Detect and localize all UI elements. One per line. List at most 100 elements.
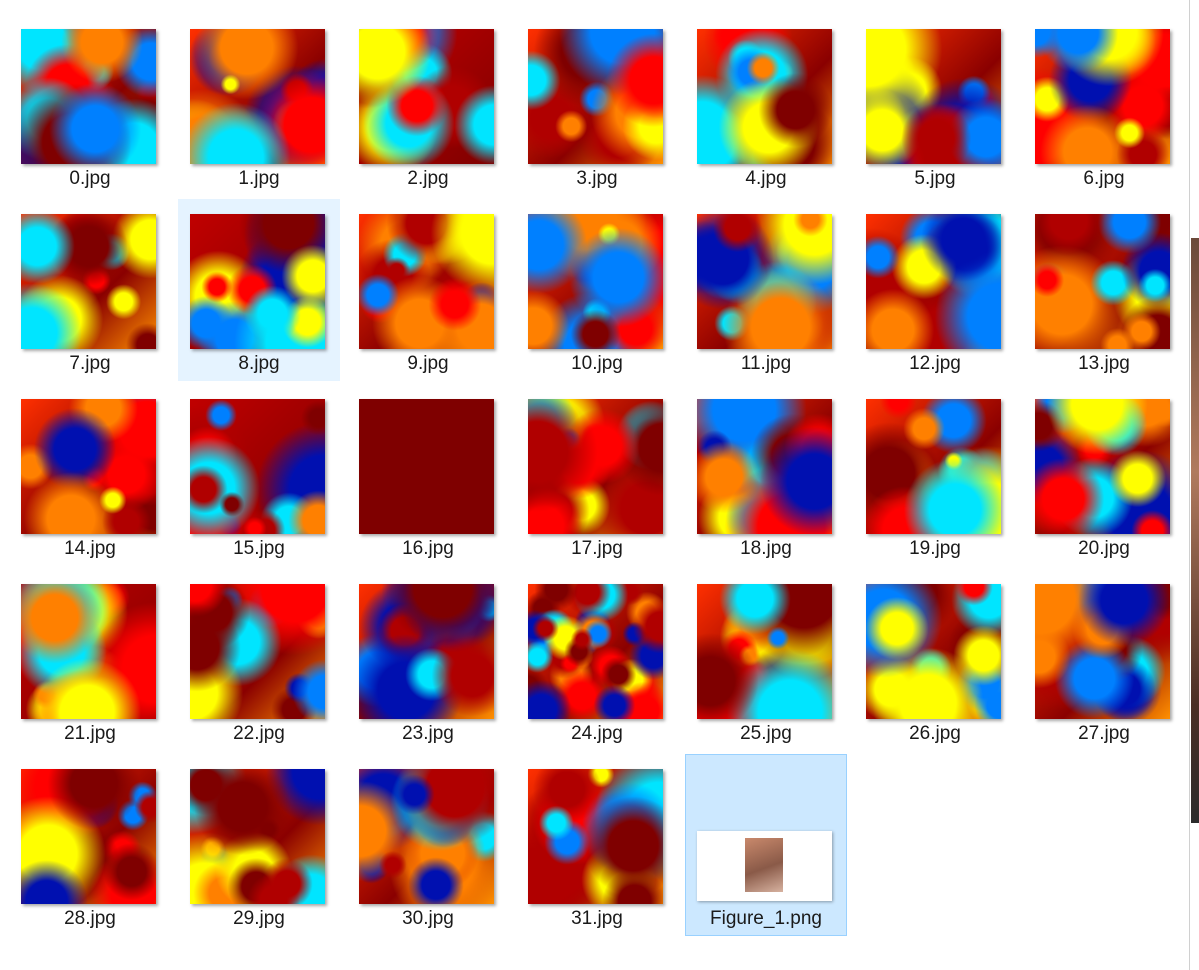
thumbnail (1035, 29, 1170, 164)
file-name: 11.jpg (740, 353, 792, 374)
file-name: 2.jpg (407, 168, 449, 189)
file-name: 13.jpg (1078, 353, 1130, 374)
file-name: 30.jpg (402, 908, 454, 929)
thumbnail (190, 214, 325, 349)
background-window (1191, 238, 1199, 823)
thumbnail (866, 214, 1001, 349)
file-item[interactable]: 15.jpg (178, 384, 340, 566)
file-item[interactable]: 14.jpg (9, 384, 171, 566)
file-item[interactable]: 22.jpg (178, 569, 340, 751)
thumbnail (359, 29, 494, 164)
file-item[interactable]: 26.jpg (854, 569, 1016, 751)
file-item[interactable]: 9.jpg (347, 199, 509, 381)
thumbnail (359, 214, 494, 349)
file-name: 24.jpg (571, 723, 623, 744)
file-name: 17.jpg (571, 538, 623, 559)
file-name: 5.jpg (914, 168, 956, 189)
file-name: 8.jpg (238, 353, 280, 374)
file-name: 22.jpg (233, 723, 285, 744)
file-item[interactable]: 2.jpg (347, 14, 509, 196)
file-item[interactable]: 1.jpg (178, 14, 340, 196)
file-item[interactable]: 8.jpg (178, 199, 340, 381)
file-name: Figure_1.png (710, 908, 822, 929)
file-item[interactable]: Figure_1.png (685, 754, 847, 936)
file-item[interactable]: 28.jpg (9, 754, 171, 936)
file-name: 0.jpg (69, 168, 111, 189)
file-name: 6.jpg (1083, 168, 1125, 189)
thumbnail (359, 769, 494, 904)
file-name: 20.jpg (1078, 538, 1130, 559)
file-item[interactable]: 17.jpg (516, 384, 678, 566)
file-name: 16.jpg (402, 538, 454, 559)
file-item[interactable]: 16.jpg (347, 384, 509, 566)
file-item[interactable]: 20.jpg (1023, 384, 1185, 566)
file-item[interactable]: 12.jpg (854, 199, 1016, 381)
thumbnail (1035, 399, 1170, 534)
file-name: 1.jpg (238, 168, 280, 189)
file-item[interactable]: 19.jpg (854, 384, 1016, 566)
thumbnail (359, 399, 494, 534)
thumbnail (190, 399, 325, 534)
file-item[interactable]: 25.jpg (685, 569, 847, 751)
thumbnail (528, 584, 663, 719)
thumbnail (21, 29, 156, 164)
file-name: 31.jpg (571, 908, 623, 929)
file-name: 12.jpg (909, 353, 961, 374)
file-item[interactable]: 6.jpg (1023, 14, 1185, 196)
thumbnail (359, 584, 494, 719)
thumbnail-image (745, 838, 783, 892)
file-name: 7.jpg (69, 353, 111, 374)
file-name: 10.jpg (571, 353, 623, 374)
thumbnail (190, 29, 325, 164)
file-item[interactable]: 4.jpg (685, 14, 847, 196)
file-item[interactable]: 18.jpg (685, 384, 847, 566)
thumbnail (21, 214, 156, 349)
thumbnail (21, 584, 156, 719)
file-item[interactable]: 21.jpg (9, 569, 171, 751)
file-name: 14.jpg (64, 538, 116, 559)
thumbnail (697, 831, 832, 901)
file-item[interactable]: 5.jpg (854, 14, 1016, 196)
thumbnail (697, 29, 832, 164)
file-item[interactable]: 30.jpg (347, 754, 509, 936)
file-name: 15.jpg (233, 538, 285, 559)
file-name: 25.jpg (740, 723, 792, 744)
file-name: 27.jpg (1078, 723, 1130, 744)
file-name: 29.jpg (233, 908, 285, 929)
thumbnail (697, 399, 832, 534)
thumbnail (866, 399, 1001, 534)
file-item[interactable]: 31.jpg (516, 754, 678, 936)
file-name: 4.jpg (745, 168, 787, 189)
file-name: 9.jpg (407, 353, 449, 374)
file-item[interactable]: 10.jpg (516, 199, 678, 381)
thumbnail (697, 584, 832, 719)
file-name: 18.jpg (740, 538, 792, 559)
thumbnail (866, 584, 1001, 719)
file-item[interactable]: 11.jpg (685, 199, 847, 381)
thumbnail (528, 769, 663, 904)
thumbnail (866, 29, 1001, 164)
thumbnail (528, 214, 663, 349)
file-item[interactable]: 23.jpg (347, 569, 509, 751)
file-name: 3.jpg (576, 168, 618, 189)
thumbnail (528, 399, 663, 534)
file-item[interactable]: 3.jpg (516, 14, 678, 196)
thumbnail (190, 769, 325, 904)
thumbnail (1035, 584, 1170, 719)
file-name: 19.jpg (909, 538, 961, 559)
file-name: 21.jpg (64, 723, 116, 744)
file-name: 28.jpg (64, 908, 116, 929)
thumbnail (697, 214, 832, 349)
thumbnail (21, 769, 156, 904)
file-item[interactable]: 7.jpg (9, 199, 171, 381)
file-item[interactable]: 27.jpg (1023, 569, 1185, 751)
file-name: 23.jpg (402, 723, 454, 744)
file-item[interactable]: 13.jpg (1023, 199, 1185, 381)
thumbnail (528, 29, 663, 164)
thumbnail (21, 399, 156, 534)
thumbnail (190, 584, 325, 719)
file-item[interactable]: 29.jpg (178, 754, 340, 936)
file-item[interactable]: 24.jpg (516, 569, 678, 751)
file-item[interactable]: 0.jpg (9, 14, 171, 196)
